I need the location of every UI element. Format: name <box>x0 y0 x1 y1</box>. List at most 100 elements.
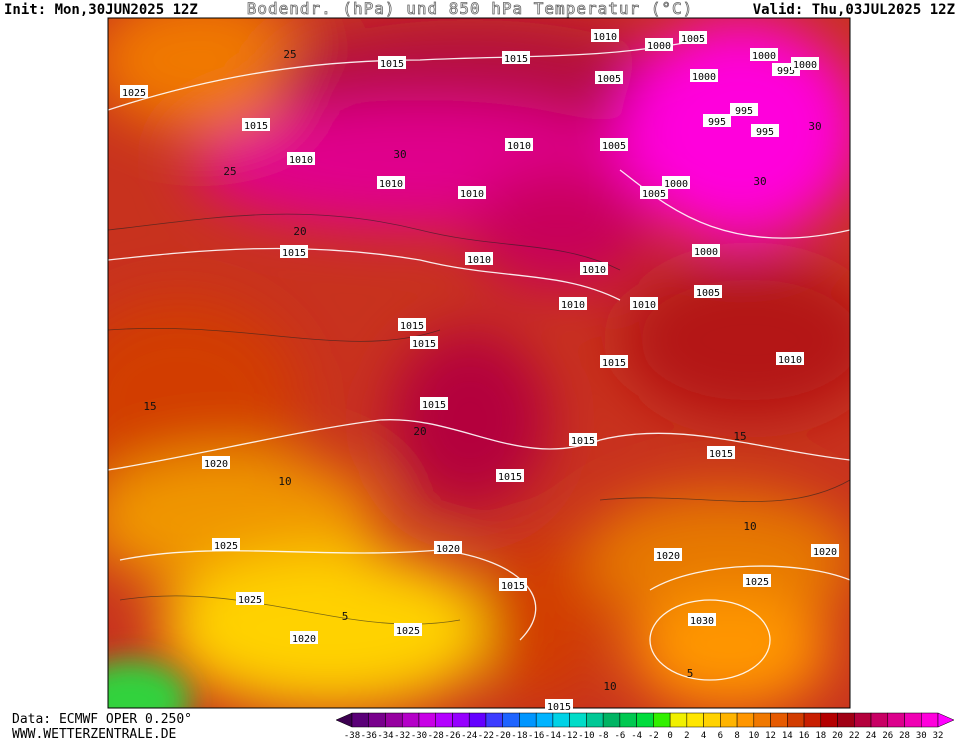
colorbar-swatch <box>401 712 420 728</box>
colorbar-swatch <box>870 712 889 728</box>
isobar-label: 1000 <box>690 69 718 83</box>
colorbar-swatch <box>619 712 637 728</box>
isobar-label-box <box>595 71 623 84</box>
isobar-label-text: 1005 <box>681 34 705 45</box>
isobar-label-box <box>688 613 716 626</box>
isobar-label-box <box>703 114 731 127</box>
colorbar-arrow <box>335 712 353 728</box>
isobar-label-box <box>645 38 673 51</box>
isobar-label-text: 1020 <box>656 551 680 562</box>
isobar-label-box <box>751 124 779 137</box>
colorbar-swatch <box>921 712 939 728</box>
isobar-label: 1015 <box>280 245 308 259</box>
isobar-label-text: 1005 <box>597 74 621 85</box>
colorbar-swatch <box>418 712 436 728</box>
isobar-label-text: 995 <box>735 106 753 117</box>
isobar-label-box <box>434 541 462 554</box>
isobar-label-box <box>559 297 587 310</box>
isobar-label: 1010 <box>505 138 533 152</box>
colorbar-swatch <box>887 712 905 728</box>
colorbar-label: -36 <box>361 731 377 741</box>
colorbar-label: -10 <box>578 731 594 741</box>
colorbar-swatch <box>636 712 654 728</box>
isobar-label: 1015 <box>499 578 527 592</box>
isobar-label-box <box>811 544 839 557</box>
colorbar-label: 12 <box>765 731 776 741</box>
isobar-label-box <box>287 152 315 165</box>
isobar-label-box <box>694 285 722 298</box>
isobar-label-text: 1020 <box>813 547 837 558</box>
colorbar-label: -14 <box>545 731 561 741</box>
colorbar-label: -6 <box>614 731 625 741</box>
colorbar-label: 26 <box>882 731 893 741</box>
isobar-label: 995 <box>730 103 758 117</box>
isobar-label-text: 1020 <box>204 459 228 470</box>
isobar-label-text: 1000 <box>692 72 716 83</box>
colorbar-swatch <box>736 712 755 728</box>
colorbar-label: 32 <box>933 731 944 741</box>
isobar-label-text: 1025 <box>745 577 769 588</box>
isotherm-label: 15 <box>733 430 746 443</box>
colorbar-label: -32 <box>394 731 410 741</box>
colorbar-swatch <box>770 712 788 728</box>
isobar-label-text: 1015 <box>498 472 522 483</box>
isobar-label-box <box>502 51 530 64</box>
colorbar-arrow <box>937 712 955 728</box>
isobar-label: 1020 <box>202 456 230 470</box>
isobar-label: 1025 <box>394 623 422 637</box>
isobar-label: 1005 <box>694 285 722 299</box>
colorbar-swatch <box>485 712 503 728</box>
colorbar-label: 20 <box>832 731 843 741</box>
isobar-label-text: 1020 <box>292 634 316 645</box>
isotherm-label: 20 <box>413 425 426 438</box>
isobar-label: 1015 <box>502 51 530 65</box>
isobar-label-box <box>398 318 426 331</box>
colorbar-label: -28 <box>428 731 444 741</box>
isobar-label: 995 <box>703 114 731 128</box>
isobar-label-text: 1015 <box>244 121 268 132</box>
isobar-label-box <box>600 138 628 151</box>
isobar-label-text: 1010 <box>460 189 484 200</box>
isobar-label-text: 1005 <box>602 141 626 152</box>
colorbar-label: -24 <box>461 731 477 741</box>
colorbar-swatch <box>787 712 805 728</box>
isobar-label-text: 1030 <box>690 616 714 627</box>
isobar-label-text: 995 <box>756 127 774 138</box>
colorbar-label: 6 <box>718 731 723 741</box>
isobar-label-box <box>420 397 448 410</box>
isobar-label-text: 1015 <box>501 581 525 592</box>
isobar-label-box <box>120 85 148 98</box>
isobar-label: 1020 <box>654 548 682 562</box>
colorbar-swatch <box>351 712 369 728</box>
colorbar-swatch <box>468 712 487 728</box>
isobar-label: 1015 <box>378 56 406 70</box>
isobar-label-text: 1015 <box>709 449 733 460</box>
isobar-label: 1005 <box>600 138 628 152</box>
isobar-label-text: 1000 <box>793 60 817 71</box>
isobar-label-text: 1025 <box>214 541 238 552</box>
isobar-label-text: 1000 <box>664 179 688 190</box>
isotherm-label: 30 <box>753 175 766 188</box>
colorbar-swatch <box>519 712 537 728</box>
isobar-label: 1020 <box>290 631 318 645</box>
colorbar-label: -16 <box>528 731 544 741</box>
isobar-label-box <box>280 245 308 258</box>
isobar-label: 1030 <box>688 613 716 627</box>
site-url: WWW.WETTERZENTRALE.DE <box>12 727 176 741</box>
colorbar-label: -12 <box>562 731 578 741</box>
isobar-label-box <box>378 56 406 69</box>
isotherm-label: 15 <box>143 400 156 413</box>
colorbar-label: -22 <box>478 731 494 741</box>
isobar-label: 1015 <box>420 397 448 411</box>
colorbar-swatch <box>686 712 704 728</box>
isobar-label-text: 995 <box>777 66 795 77</box>
isobar-label-text: 995 <box>708 117 726 128</box>
isobar-label-text: 1010 <box>561 300 585 311</box>
map-frame <box>107 17 851 709</box>
colorbar-swatch <box>435 712 453 728</box>
isotherm-label: 5 <box>342 610 349 623</box>
colorbar-swatch <box>837 712 855 728</box>
colorbar-swatch <box>703 712 721 728</box>
